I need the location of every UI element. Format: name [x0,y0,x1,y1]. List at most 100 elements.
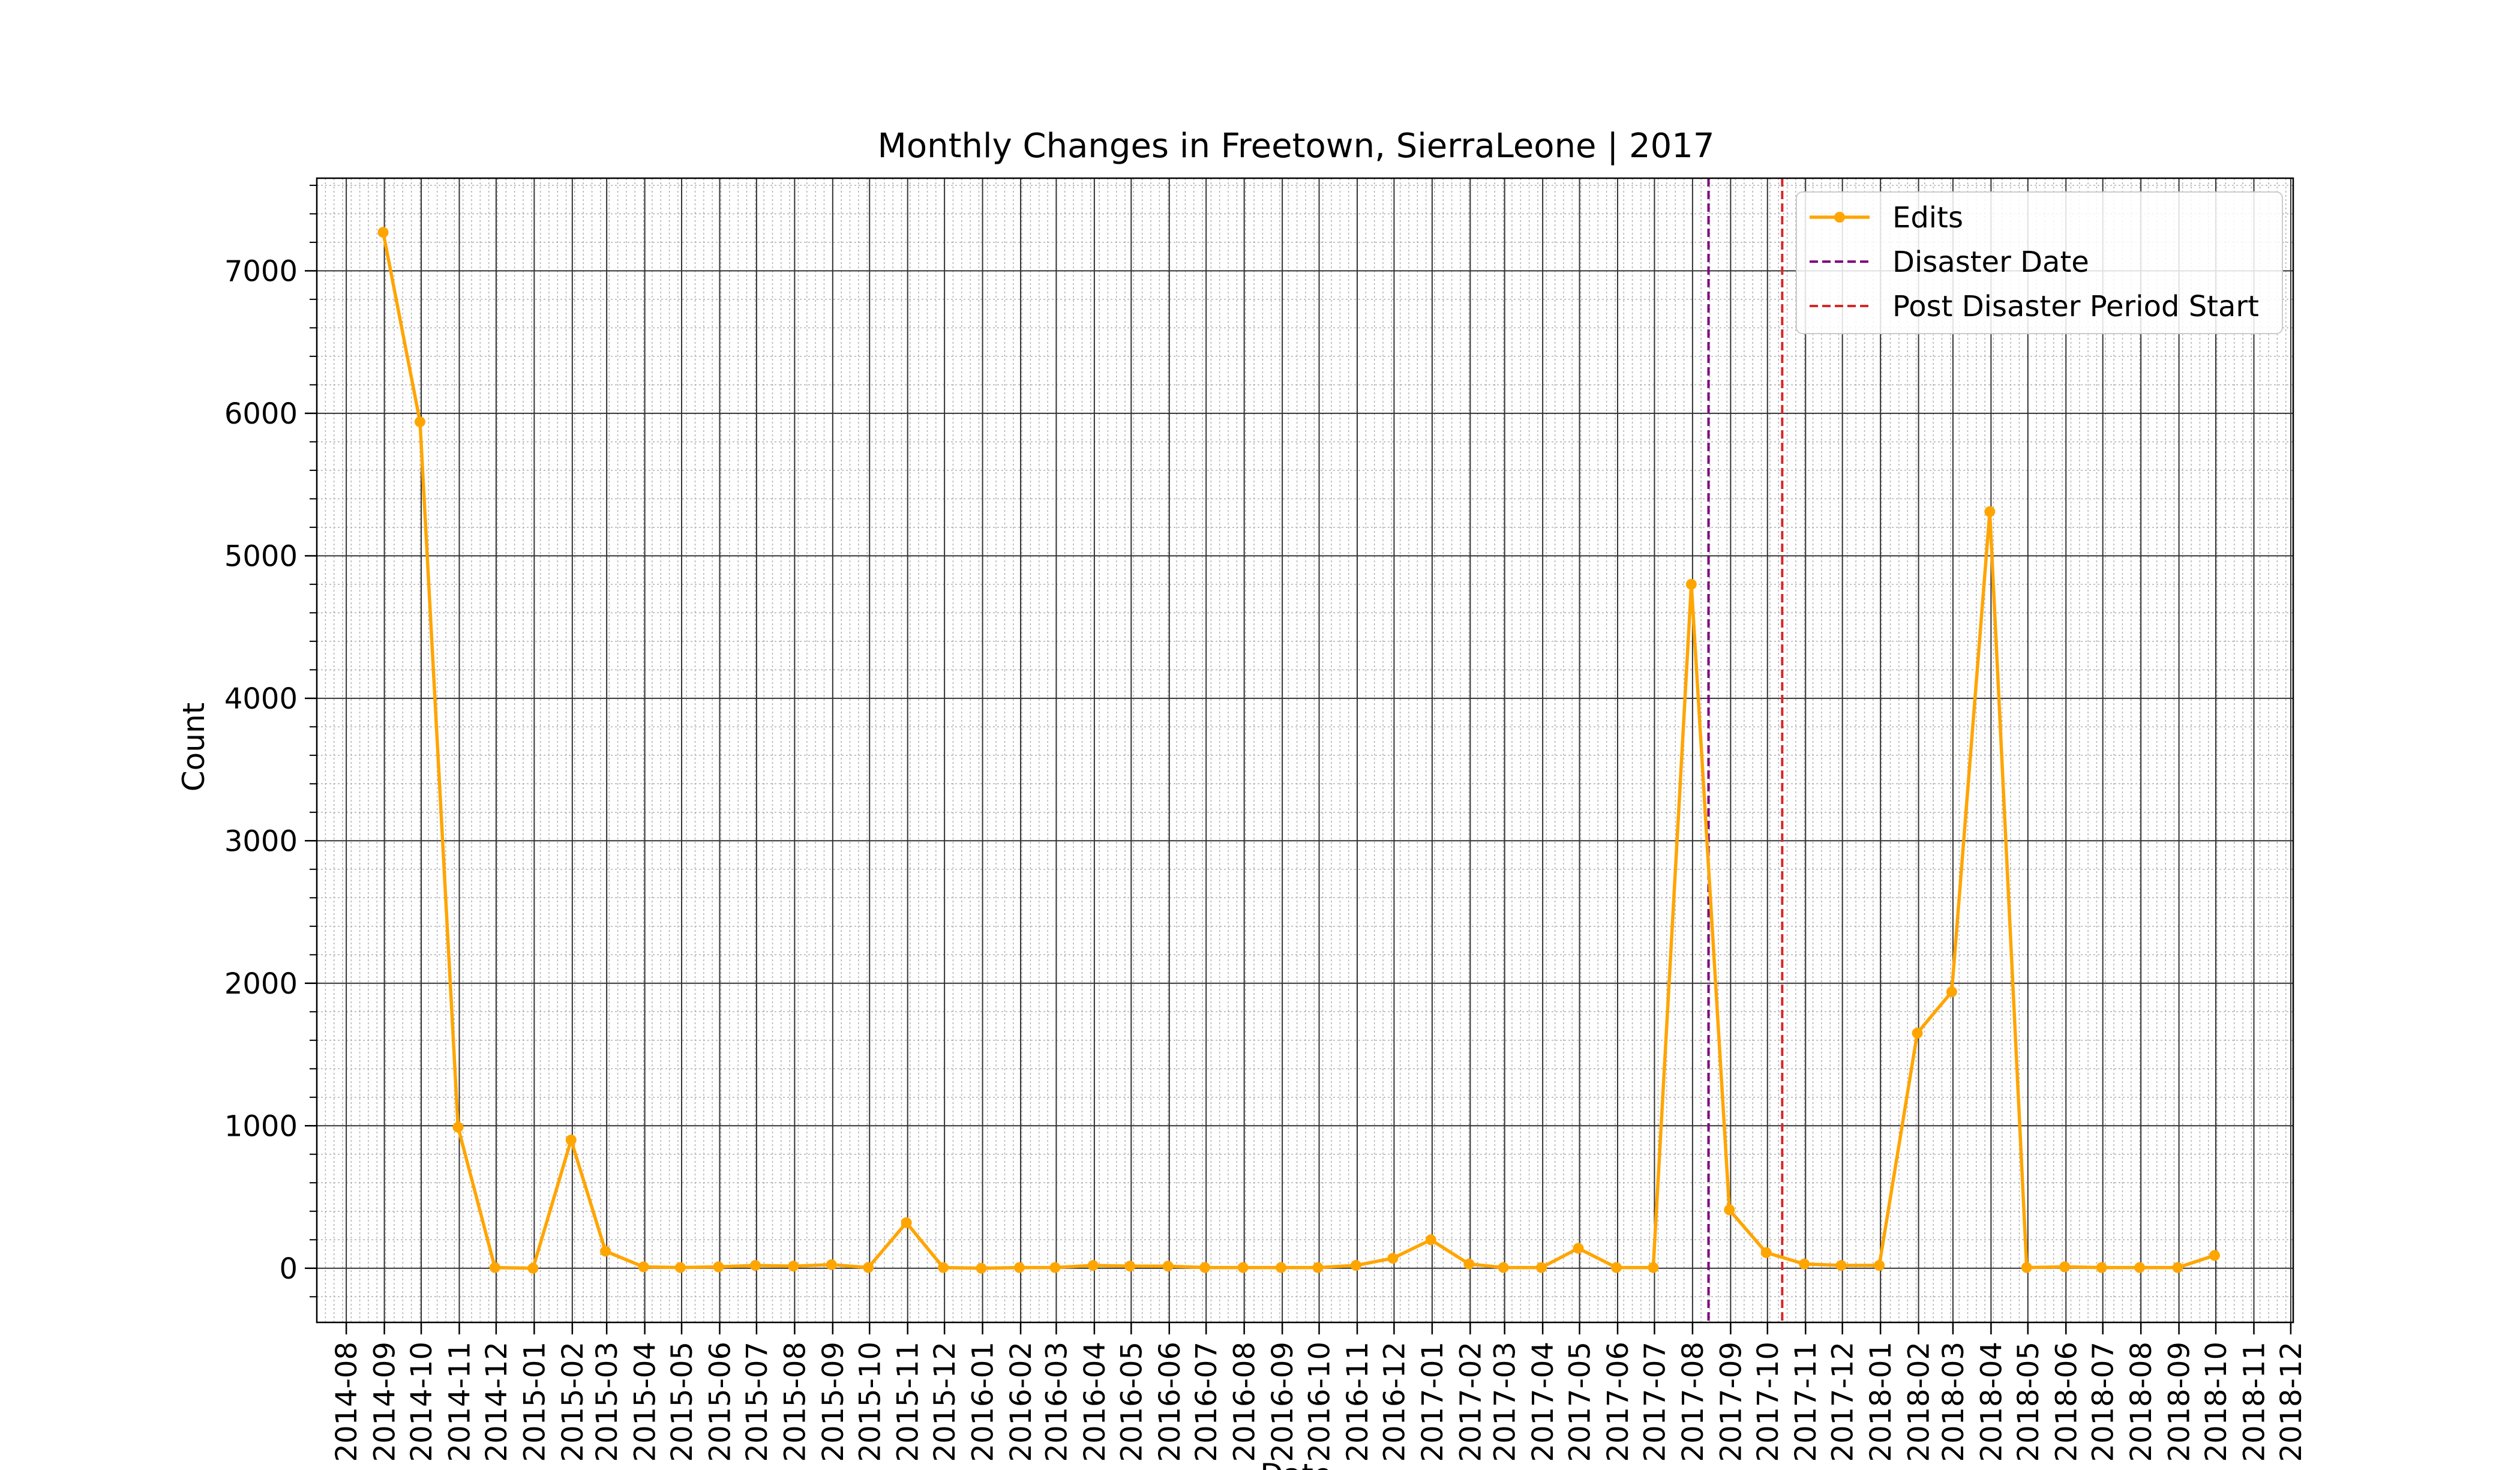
y-tick-label: 3000 [224,824,298,858]
data-point [1760,1247,1772,1258]
data-point [1498,1262,1509,1273]
x-tick-label: 2018-07 [2087,1342,2120,1462]
y-axis: 0 1000 2000 3000 4000 5000 6000 7000 [224,184,317,1298]
x-tick-label: 2017-12 [1826,1342,1860,1462]
x-tick-label: 2017-09 [1714,1342,1748,1462]
legend-label: Disaster Date [1892,245,2089,279]
x-tick-label: 2015-07 [740,1342,774,1462]
data-point [1387,1253,1399,1264]
x-axis: 2014-08 2014-09 2014-10 2014-11 2014-12 2015-… [330,1322,2308,1462]
x-tick-label: 2018-04 [1975,1342,2008,1462]
x-axis-label: Date [1260,1457,1332,1470]
x-tick-label: 2015-01 [518,1342,551,1462]
data-point [489,1262,500,1273]
data-point [1162,1261,1174,1272]
x-tick-label: 2015-03 [590,1342,624,1462]
legend: Edits Disaster Date Post Disaster Period S… [1796,191,2283,334]
data-point [938,1262,949,1273]
chart-title: Monthly Changes in Freetown, SierraLeone… [878,127,1715,166]
x-tick-label: 2014-08 [330,1342,364,1462]
data-point [1835,1260,1847,1271]
data-point [1874,1260,1885,1271]
x-tick-label: 2017-02 [1454,1342,1487,1462]
data-point [1573,1243,1584,1254]
x-tick-label: 2017-05 [1564,1342,1597,1462]
data-point [1312,1262,1324,1273]
data-point [1799,1258,1810,1270]
y-tick-label: 6000 [224,397,298,431]
x-tick-label: 2017-06 [1601,1342,1635,1462]
y-tick-label: 7000 [224,254,298,288]
data-point [527,1262,539,1274]
data-point [377,227,389,238]
x-tick-label: 2017-08 [1676,1342,1710,1462]
x-tick-label: 2017-10 [1751,1342,1785,1462]
y-tick-label: 2000 [224,967,298,1001]
x-tick-label: 2014-09 [368,1342,402,1462]
x-tick-label: 2018-06 [2050,1342,2083,1462]
data-point [976,1262,987,1274]
data-point [1724,1204,1735,1216]
x-tick-label: 2015-04 [629,1342,662,1462]
data-point [452,1121,464,1133]
x-tick-label: 2018-08 [2125,1342,2158,1462]
x-tick-label: 2015-06 [703,1342,737,1462]
legend-box [1796,191,2283,334]
x-tick-label: 2015-08 [778,1342,812,1462]
data-point [1685,578,1697,590]
data-point [2134,1262,2146,1273]
reference-lines [1707,178,1784,1322]
data-point [1276,1262,1287,1273]
x-tick-label: 2016-02 [1004,1342,1038,1462]
data-point [1014,1262,1025,1273]
x-tick-label: 2016-05 [1115,1342,1148,1462]
data-point [674,1262,686,1273]
data-point [1610,1262,1622,1273]
x-tick-label: 2015-11 [892,1342,925,1462]
legend-label: Edits [1892,201,1963,235]
x-tick-label: 2018-11 [2237,1342,2271,1462]
data-point [788,1261,799,1272]
data-point [414,416,425,428]
data-point [1984,506,1996,517]
data-point [1237,1262,1249,1273]
x-tick-label: 2016-04 [1078,1342,1112,1462]
x-tick-label: 2017-04 [1526,1342,1560,1462]
y-tick-label: 5000 [224,539,298,573]
x-tick-label: 2016-03 [1040,1342,1073,1462]
x-tick-label: 2018-03 [1937,1342,1970,1462]
x-tick-label: 2017-07 [1638,1342,1672,1462]
x-tick-label: 2016-12 [1378,1342,1411,1462]
data-point [1536,1262,1547,1273]
y-tick-label: 4000 [224,682,298,716]
data-point [1648,1262,1659,1273]
x-tick-label: 2018-01 [1864,1342,1898,1462]
data-point [901,1217,912,1228]
major-grid [317,178,2293,1322]
data-point [749,1260,761,1271]
x-tick-label: 2016-09 [1266,1342,1300,1462]
x-tick-label: 2017-01 [1416,1342,1450,1462]
series-line-edits [381,232,2215,1270]
legend-label: Post Disaster Period Start [1892,290,2259,323]
data-point [2172,1262,2183,1273]
legend-swatch-marker [1834,212,1845,223]
data-point [565,1135,577,1146]
x-tick-label: 2016-01 [967,1342,1000,1462]
data-point [1425,1234,1436,1246]
x-tick-label: 2015-10 [853,1342,887,1462]
data-point [1199,1262,1211,1273]
y-tick-label: 0 [279,1252,298,1286]
x-tick-label: 2015-12 [928,1342,962,1462]
x-tick-label: 2015-09 [817,1342,850,1462]
x-tick-label: 2015-02 [556,1342,590,1462]
x-tick-label: 2015-05 [665,1342,699,1462]
legend-entry: Post Disaster Period Start [1810,290,2259,323]
data-point [1087,1260,1099,1271]
data-point [826,1259,837,1270]
x-tick-label: 2014-12 [480,1342,514,1462]
data-point [713,1261,724,1273]
legend-entry: Disaster Date [1810,245,2089,279]
legend-entry: Edits [1810,201,1963,235]
